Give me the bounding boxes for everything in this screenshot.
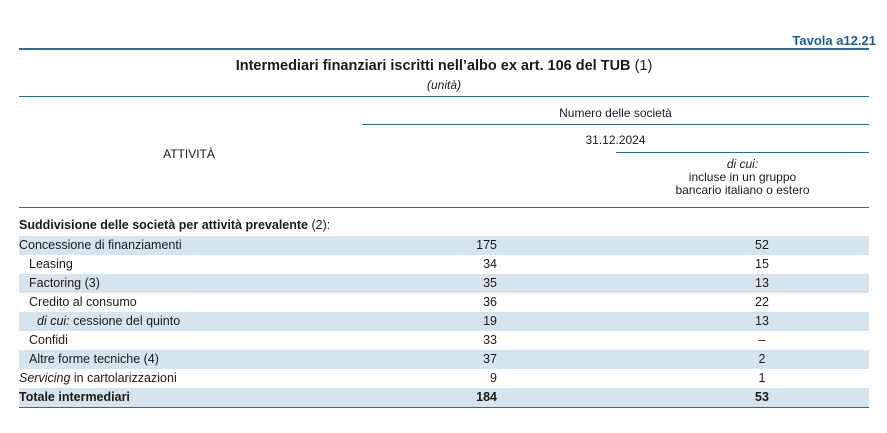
title-text: Intermediari finanziari iscritti nell’al…: [235, 58, 631, 74]
subheader-line1: incluse in un gruppo: [688, 170, 797, 184]
row-group: 53: [755, 390, 769, 404]
row-group: 1: [758, 371, 766, 385]
table-row: di cui: cessione del quinto 19 13: [19, 312, 869, 331]
header-bottom-rule: [19, 207, 869, 208]
row-label-header: ATTIVITÀ: [163, 147, 215, 161]
row-total: 35: [483, 276, 497, 290]
row-total: 34: [483, 257, 497, 271]
row-total: 33: [483, 333, 497, 347]
row-label: di cui: cessione del quinto: [37, 314, 180, 328]
top-rule: [19, 48, 869, 50]
section-note: (2):: [308, 218, 331, 232]
table-row: Credito al consumo 36 22: [19, 293, 869, 312]
title-note: (1): [634, 58, 653, 74]
row-label-text: cessione del quinto: [69, 314, 181, 328]
row-label: Leasing: [29, 257, 73, 271]
row-label: Concessione di finanziamenti: [19, 238, 182, 252]
row-group: 15: [755, 257, 769, 271]
table-title: Intermediari finanziari iscritti nell’al…: [19, 58, 869, 74]
table-row: Altre forme tecniche (4) 37 2: [19, 350, 869, 369]
row-total: 9: [490, 371, 497, 385]
row-group: –: [758, 333, 766, 347]
row-label: Credito al consumo: [29, 295, 137, 309]
date-header: 31.12.2024: [585, 133, 646, 147]
bottom-rule: [19, 407, 869, 408]
total-row: Totale intermediari 184 53: [19, 388, 869, 407]
table-row: Leasing 34 15: [19, 255, 869, 274]
subheader-italic: di cui:: [726, 157, 759, 171]
row-total: 175: [476, 238, 497, 252]
table-row: Confidi 33 –: [19, 331, 869, 350]
table-row: Servicing in cartolarizzazioni 9 1: [19, 369, 869, 388]
header-top-rule: [19, 96, 869, 97]
row-group: 52: [755, 238, 769, 252]
table-row: Factoring (3) 35 13: [19, 274, 869, 293]
row-label: Factoring (3): [29, 276, 100, 290]
subheader-rule: [616, 152, 869, 153]
unit-label: (unità): [426, 78, 461, 92]
section-label: Suddivisione delle società per attività …: [19, 218, 308, 232]
row-label: Servicing in cartolarizzazioni: [19, 371, 177, 385]
row-total: 19: [483, 314, 497, 328]
row-total: 184: [476, 390, 497, 404]
table-row: Concessione di finanziamenti 175 52: [19, 236, 869, 255]
row-group: 13: [755, 314, 769, 328]
group-rule: [362, 124, 869, 125]
section-heading: Suddivisione delle società per attività …: [19, 218, 330, 232]
row-label-text: in cartolarizzazioni: [70, 371, 177, 385]
row-group: 2: [758, 352, 766, 366]
row-label-italic: di cui:: [37, 314, 70, 328]
row-label: Confidi: [29, 333, 68, 347]
row-label-italic: Servicing: [19, 371, 71, 385]
row-group: 22: [755, 295, 769, 309]
row-label: Altre forme tecniche (4): [29, 352, 159, 366]
row-total: 36: [483, 295, 497, 309]
row-group: 13: [755, 276, 769, 290]
group-header: Numero delle società: [559, 106, 672, 120]
subheader-line2: bancario italiano o estero: [675, 183, 810, 197]
row-total: 37: [483, 352, 497, 366]
table-number: Tavola a12.21: [792, 33, 876, 48]
row-label: Totale intermediari: [19, 390, 130, 404]
subheader: di cui: incluse in un gruppo bancario it…: [616, 158, 869, 197]
